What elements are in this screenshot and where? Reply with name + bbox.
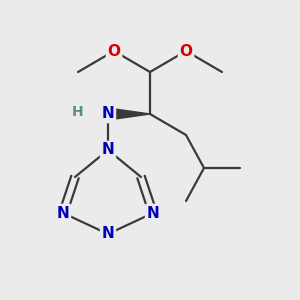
Text: H: H bbox=[72, 106, 84, 119]
Text: O: O bbox=[179, 44, 193, 59]
Text: N: N bbox=[102, 142, 114, 158]
Text: N: N bbox=[57, 206, 69, 220]
Text: N: N bbox=[102, 226, 114, 242]
Text: O: O bbox=[107, 44, 121, 59]
Polygon shape bbox=[108, 108, 150, 120]
Text: N: N bbox=[147, 206, 159, 220]
Text: N: N bbox=[102, 106, 114, 122]
